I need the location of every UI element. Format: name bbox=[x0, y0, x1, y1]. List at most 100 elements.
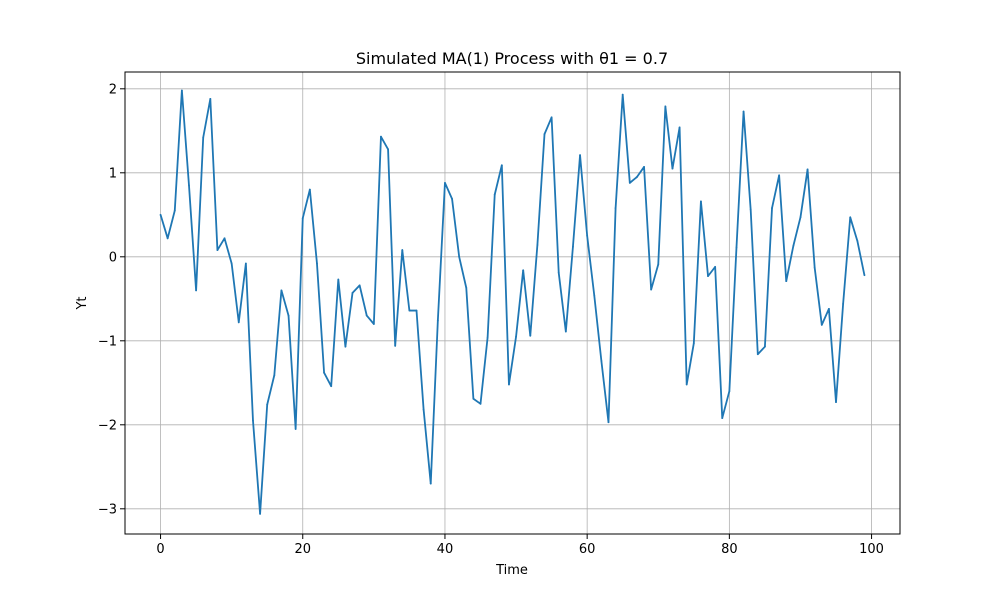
data-point bbox=[216, 249, 219, 251]
data-point bbox=[415, 309, 418, 312]
data-point bbox=[387, 148, 389, 151]
data-point bbox=[323, 371, 325, 374]
data-point bbox=[458, 255, 461, 258]
data-point bbox=[301, 217, 304, 220]
data-point bbox=[244, 262, 247, 265]
data-point bbox=[522, 269, 525, 272]
data-point bbox=[465, 286, 468, 289]
x-axis-label: Time bbox=[495, 563, 528, 578]
data-point bbox=[842, 302, 845, 305]
data-point bbox=[252, 419, 254, 422]
data-point bbox=[436, 319, 439, 322]
data-point bbox=[657, 263, 660, 266]
data-point bbox=[721, 417, 724, 419]
data-point bbox=[287, 314, 290, 317]
data-point bbox=[714, 265, 717, 268]
data-point bbox=[650, 288, 653, 291]
data-point bbox=[209, 97, 212, 100]
data-point bbox=[237, 321, 240, 324]
data-point bbox=[308, 188, 311, 191]
chart-title: Simulated MA(1) Process with θ1 = 0.7 bbox=[356, 49, 668, 68]
data-point bbox=[188, 184, 190, 187]
data-point bbox=[230, 262, 233, 265]
data-point bbox=[266, 403, 269, 406]
data-point bbox=[365, 314, 368, 317]
data-point bbox=[643, 166, 645, 168]
data-point bbox=[543, 133, 546, 136]
data-point bbox=[614, 207, 617, 209]
data-point bbox=[330, 385, 333, 388]
data-point bbox=[586, 234, 589, 237]
data-point bbox=[827, 307, 830, 310]
data-point bbox=[700, 200, 702, 203]
data-point bbox=[671, 167, 674, 170]
data-point bbox=[593, 294, 596, 297]
data-point bbox=[636, 176, 638, 178]
data-point bbox=[159, 213, 162, 216]
series-line bbox=[159, 89, 866, 515]
y-tick-label: 2 bbox=[109, 82, 117, 97]
data-point bbox=[536, 244, 539, 246]
x-axis-ticks: 0 20 40 60 80 100 bbox=[156, 534, 884, 557]
data-point bbox=[358, 284, 361, 287]
data-point bbox=[550, 116, 553, 119]
data-point bbox=[664, 105, 667, 108]
data-point bbox=[273, 374, 276, 377]
data-point bbox=[508, 383, 510, 386]
x-tick-label: 60 bbox=[579, 542, 596, 557]
data-point bbox=[195, 289, 198, 292]
data-point bbox=[678, 126, 681, 129]
data-point bbox=[735, 246, 738, 249]
data-point bbox=[223, 237, 226, 240]
data-point bbox=[685, 383, 688, 386]
data-point bbox=[764, 345, 766, 348]
data-point bbox=[529, 334, 532, 337]
data-point bbox=[806, 168, 809, 171]
data-point bbox=[380, 135, 382, 138]
data-point bbox=[294, 428, 297, 430]
data-point bbox=[451, 197, 453, 200]
data-point bbox=[785, 280, 788, 283]
data-point bbox=[792, 244, 795, 247]
data-point bbox=[444, 181, 446, 184]
data-point bbox=[564, 330, 567, 333]
y-tick-label: 0 bbox=[109, 250, 117, 265]
data-point bbox=[166, 237, 169, 240]
data-point bbox=[486, 336, 489, 339]
data-point bbox=[771, 207, 773, 209]
data-point bbox=[820, 323, 823, 326]
data-point bbox=[707, 275, 709, 278]
y-tick-label: −2 bbox=[98, 418, 117, 433]
data-point bbox=[621, 93, 624, 96]
y-tick-label: −1 bbox=[98, 334, 117, 349]
data-point bbox=[500, 164, 503, 167]
data-point bbox=[344, 345, 347, 348]
x-tick-label: 80 bbox=[721, 542, 738, 557]
data-point bbox=[472, 397, 475, 400]
data-point bbox=[813, 266, 816, 269]
data-point bbox=[557, 271, 560, 274]
plot-frame bbox=[124, 71, 901, 535]
data-point bbox=[728, 390, 731, 393]
data-point bbox=[799, 216, 802, 219]
data-point bbox=[173, 209, 176, 212]
data-point bbox=[778, 174, 781, 177]
x-tick-label: 40 bbox=[437, 542, 454, 557]
data-point bbox=[401, 249, 404, 251]
data-point bbox=[316, 262, 318, 265]
data-point bbox=[429, 482, 432, 485]
data-point bbox=[337, 278, 340, 281]
y-tick-label: 1 bbox=[109, 166, 117, 181]
data-point bbox=[351, 292, 354, 294]
data-point bbox=[259, 512, 261, 515]
data-point bbox=[749, 208, 752, 211]
data-point bbox=[600, 360, 603, 362]
x-tick-label: 100 bbox=[859, 542, 884, 557]
data-point bbox=[408, 309, 411, 312]
data-point bbox=[202, 136, 205, 139]
data-point bbox=[515, 335, 517, 338]
data-point bbox=[849, 216, 852, 219]
data-point bbox=[856, 239, 859, 242]
data-point bbox=[180, 89, 183, 92]
